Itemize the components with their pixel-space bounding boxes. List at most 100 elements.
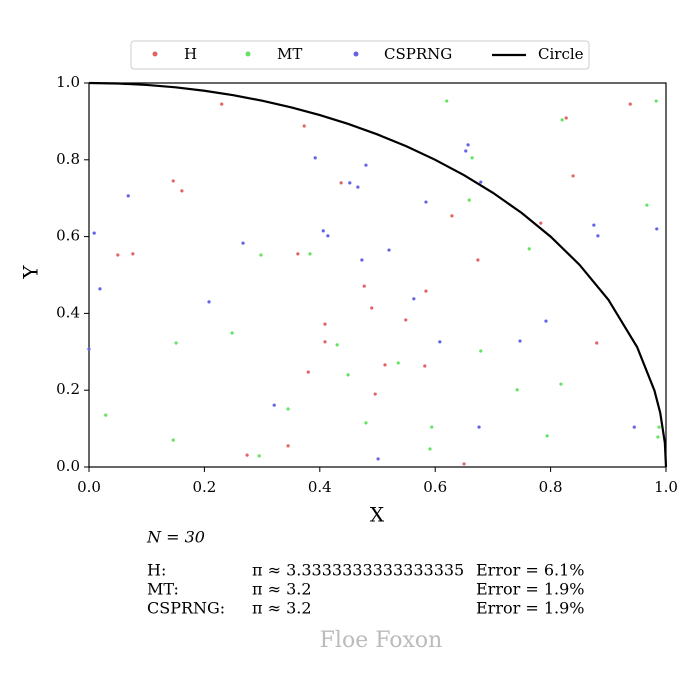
point (656, 435, 660, 439)
point (335, 343, 339, 347)
point (518, 339, 522, 343)
point (645, 203, 649, 207)
point (654, 99, 658, 103)
point (467, 198, 471, 202)
legend-marker (245, 51, 251, 57)
legend-label: Circle (538, 45, 584, 63)
legend-marker (152, 51, 158, 57)
legend-box (130, 40, 590, 70)
point (87, 347, 91, 351)
point (245, 453, 249, 457)
point (544, 319, 548, 323)
point (348, 181, 352, 185)
point (559, 382, 563, 386)
y-tick-label: 0.4 (56, 303, 80, 321)
point (346, 373, 350, 377)
point (462, 462, 466, 466)
point (430, 425, 434, 429)
point (373, 392, 377, 396)
point (241, 241, 245, 245)
point (438, 340, 442, 344)
point (479, 180, 483, 184)
y-tick-label: 0.8 (56, 150, 80, 168)
point (657, 425, 661, 429)
point (545, 434, 549, 438)
watermark: Floe Foxon (320, 628, 443, 653)
point (632, 425, 636, 429)
x-tick-label: 0.6 (423, 478, 447, 496)
point (655, 227, 659, 231)
point (466, 143, 470, 147)
result-text: π ≈ 3.2 (252, 580, 312, 599)
point (207, 300, 211, 304)
point (308, 252, 312, 256)
plot-frame (88, 82, 667, 468)
point (92, 231, 96, 235)
point (116, 253, 120, 257)
result-text: Error = 1.9% (476, 599, 584, 618)
point (592, 223, 596, 227)
point (220, 102, 224, 106)
point (527, 247, 531, 251)
point (356, 185, 360, 189)
point (326, 234, 330, 238)
point (539, 221, 543, 225)
point (360, 258, 364, 262)
point (412, 297, 416, 301)
point (571, 174, 575, 178)
point (364, 421, 368, 425)
sample-size: N = 30 (146, 528, 205, 547)
result-text: H: (147, 561, 166, 580)
point (396, 361, 400, 365)
result-text: CSPRNG: (147, 599, 225, 618)
point (595, 341, 599, 345)
point (477, 425, 481, 429)
point (230, 331, 234, 335)
point (423, 364, 427, 368)
point (321, 229, 325, 233)
point (104, 413, 108, 417)
point (476, 258, 480, 262)
point (470, 156, 474, 160)
x-tick-label: 0.4 (308, 478, 332, 496)
point (126, 194, 130, 198)
point (387, 248, 391, 252)
point (464, 149, 468, 153)
point (259, 253, 263, 257)
point (383, 363, 387, 367)
point (515, 388, 519, 392)
point (323, 322, 327, 326)
result-text: π ≈ 3.3333333333333335 (252, 561, 464, 580)
y-tick-label: 0.0 (56, 457, 80, 475)
point (313, 156, 317, 160)
point (370, 306, 374, 310)
point (364, 163, 368, 167)
point (286, 444, 290, 448)
x-tick-label: 0.0 (77, 478, 101, 496)
legend-label: H (184, 45, 197, 63)
y-axis-label: Y (19, 265, 43, 280)
y-tick-label: 1.0 (56, 73, 80, 91)
point (628, 102, 632, 106)
point (302, 124, 306, 128)
point (376, 457, 380, 461)
point (323, 340, 327, 344)
point (174, 341, 178, 345)
point (564, 116, 568, 120)
point (272, 403, 276, 407)
y-tick-label: 0.2 (56, 380, 80, 398)
point (596, 234, 600, 238)
point (404, 318, 408, 322)
point (479, 349, 483, 353)
point (339, 181, 343, 185)
x-tick-label: 1.0 (654, 478, 678, 496)
result-text: Error = 6.1% (476, 561, 584, 580)
point (424, 289, 428, 293)
point (560, 118, 564, 122)
point (424, 200, 428, 204)
point (362, 284, 366, 288)
point (131, 252, 135, 256)
circle-line (88, 81, 668, 468)
point (296, 252, 300, 256)
